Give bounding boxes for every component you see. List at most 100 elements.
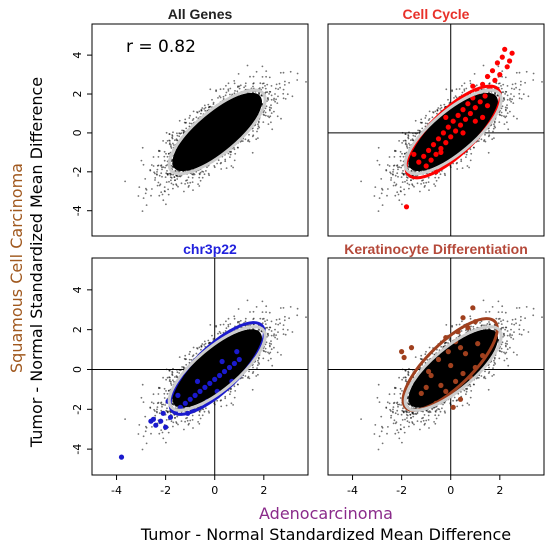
gene-point	[411, 183, 413, 186]
gene-point	[166, 155, 169, 158]
gene-point	[157, 181, 160, 184]
gene-point	[238, 87, 241, 90]
gene-point	[420, 122, 423, 124]
gene-point	[381, 187, 383, 190]
gene-point	[171, 137, 174, 140]
gene-point	[425, 181, 428, 184]
gene-point	[142, 197, 145, 200]
gene-point	[225, 84, 227, 87]
gene-point	[196, 111, 198, 113]
gene-point	[518, 92, 521, 95]
gene-point	[518, 97, 521, 100]
gene-point	[273, 97, 275, 100]
gene-point	[156, 184, 159, 187]
gene-point	[456, 168, 459, 170]
gene-point	[137, 195, 140, 197]
gene-point	[497, 65, 500, 68]
gene-point	[376, 159, 379, 162]
gene-point	[186, 179, 189, 182]
gene-point	[404, 139, 407, 142]
gene-point	[399, 186, 402, 189]
gene-point	[153, 171, 156, 174]
gene-point	[541, 81, 543, 83]
gene-point	[501, 105, 504, 108]
gene-point	[266, 91, 269, 93]
gene-point	[189, 181, 192, 184]
gene-point	[284, 80, 286, 83]
panel-title-cell-cycle: Cell Cycle	[403, 6, 470, 22]
gene-point	[419, 190, 421, 193]
gene-point	[394, 174, 397, 177]
gene-point	[171, 134, 174, 136]
gene-point	[255, 138, 258, 141]
gene-point	[212, 103, 215, 105]
gene-point	[515, 86, 517, 89]
gene-point	[165, 142, 168, 144]
gene-point	[170, 147, 173, 149]
gene-point	[439, 104, 442, 107]
gene-point	[447, 98, 449, 101]
gene-point	[270, 121, 272, 124]
gene-point	[256, 130, 258, 133]
gene-point	[487, 135, 490, 138]
gene-point	[473, 73, 476, 75]
gene-point	[261, 76, 264, 78]
gene-point	[498, 121, 501, 123]
gene-point	[144, 192, 147, 195]
gene-point	[200, 109, 203, 112]
gene-point	[402, 170, 404, 172]
gene-point	[251, 135, 254, 138]
gene-point	[504, 106, 507, 109]
gene-point	[262, 82, 265, 85]
gene-point	[504, 116, 507, 119]
gene-point	[267, 115, 269, 118]
gene-point	[163, 190, 166, 192]
gene-point	[161, 168, 163, 171]
gene-point	[296, 72, 299, 75]
gene-point	[401, 172, 404, 175]
gene-point	[274, 100, 276, 103]
gene-point	[265, 105, 268, 108]
gene-point	[174, 179, 176, 182]
gene-point	[229, 93, 231, 96]
gene-point	[204, 106, 207, 109]
gene-point	[190, 122, 193, 125]
gene-point	[431, 116, 434, 119]
gene-point	[421, 127, 424, 130]
gene-point	[183, 190, 185, 193]
gene-point	[502, 83, 505, 86]
gene-point	[229, 87, 232, 90]
panel-all-genes: All Genes	[91, 6, 309, 237]
gene-point	[458, 88, 461, 90]
gene-point	[160, 172, 163, 175]
gene-point	[406, 179, 408, 182]
gene-point	[270, 85, 273, 87]
gene-point	[451, 89, 453, 92]
gene-point	[465, 87, 468, 90]
gene-point	[399, 150, 402, 153]
gene-point	[170, 145, 172, 148]
gene-point	[420, 118, 423, 121]
gene-point	[227, 90, 230, 92]
gene-point	[477, 140, 480, 143]
gene-point	[189, 114, 191, 117]
gene-point	[416, 182, 419, 185]
gene-point	[509, 110, 511, 113]
gene-point	[170, 182, 173, 185]
gene-point	[269, 109, 271, 112]
gene-point	[161, 193, 164, 196]
gene-point	[487, 151, 490, 154]
gene-point	[256, 127, 259, 130]
gene-point	[270, 112, 273, 114]
gene-point	[500, 111, 503, 114]
gene-point	[510, 93, 512, 95]
gene-point	[267, 97, 269, 99]
gene-point	[378, 197, 381, 200]
gene-point	[157, 156, 160, 158]
gene-point	[198, 173, 201, 176]
gene-point	[274, 93, 276, 95]
gene-point	[259, 82, 262, 85]
gene-point	[203, 173, 206, 176]
gene-point	[393, 156, 396, 158]
gene-point	[402, 155, 405, 158]
